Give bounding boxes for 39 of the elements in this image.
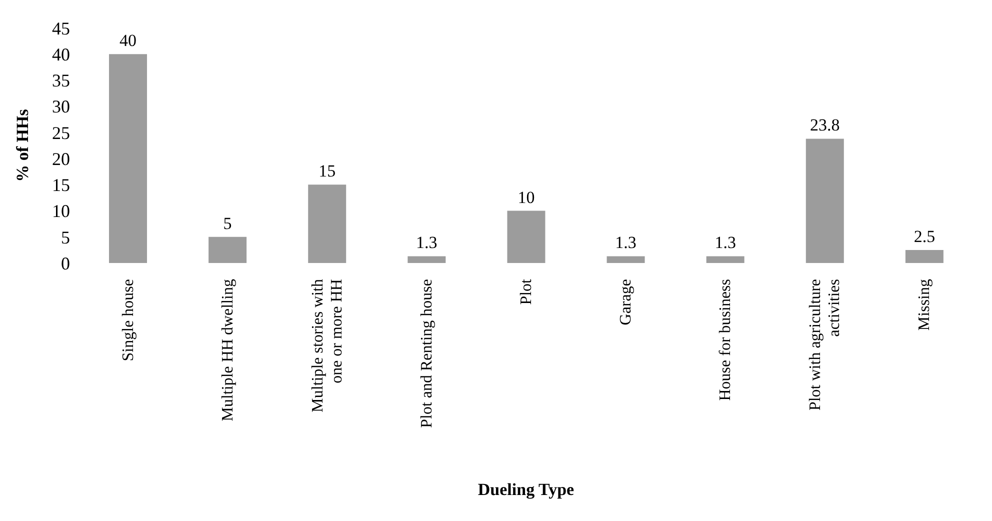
bar xyxy=(606,256,645,263)
y-tick-label: 40 xyxy=(52,44,70,64)
bar xyxy=(806,138,844,263)
data-label: 10 xyxy=(518,188,535,207)
data-label: 1.3 xyxy=(714,233,736,252)
data-label: 40 xyxy=(120,31,136,50)
y-axis-title: % of HHs xyxy=(13,108,32,182)
bar xyxy=(208,236,247,263)
y-tick-label: 5 xyxy=(61,227,70,248)
data-label: 23.8 xyxy=(810,116,840,135)
x-tick-label: House for business xyxy=(717,279,734,401)
x-tick-label: Missing xyxy=(916,279,934,331)
y-tick-label: 0 xyxy=(61,253,70,274)
bar xyxy=(308,184,346,263)
data-label: 1.3 xyxy=(416,233,438,252)
data-label: 15 xyxy=(318,162,336,181)
y-tick-label: 20 xyxy=(52,148,70,169)
y-tick-label: 15 xyxy=(52,175,70,196)
x-tick-label: Single house xyxy=(120,279,137,362)
x-tick-label: Multiple HH dwelling xyxy=(219,279,236,422)
bar xyxy=(706,256,744,263)
bar xyxy=(109,54,147,263)
x-axis-title: Dueling Type xyxy=(478,480,575,499)
bar xyxy=(507,210,546,263)
bar xyxy=(408,256,446,263)
data-label: 1.3 xyxy=(615,233,636,252)
x-tick-label: Plot with agriculture activities xyxy=(807,279,844,411)
x-tick-label: Multiple stories with one or more HH xyxy=(309,278,346,412)
data-label: 5 xyxy=(223,214,232,233)
y-tick-label: 10 xyxy=(52,201,70,222)
y-tick-label: 25 xyxy=(52,122,70,143)
bar xyxy=(905,250,944,263)
y-tick-label: 45 xyxy=(52,18,70,38)
x-tick-label: Plot and Renting house xyxy=(418,279,436,428)
y-tick-label: 30 xyxy=(52,96,70,117)
x-tick-label: Garage xyxy=(618,279,635,326)
y-tick-label: 35 xyxy=(52,70,70,91)
data-label: 2.5 xyxy=(914,226,936,246)
x-tick-label: Plot xyxy=(518,278,535,305)
